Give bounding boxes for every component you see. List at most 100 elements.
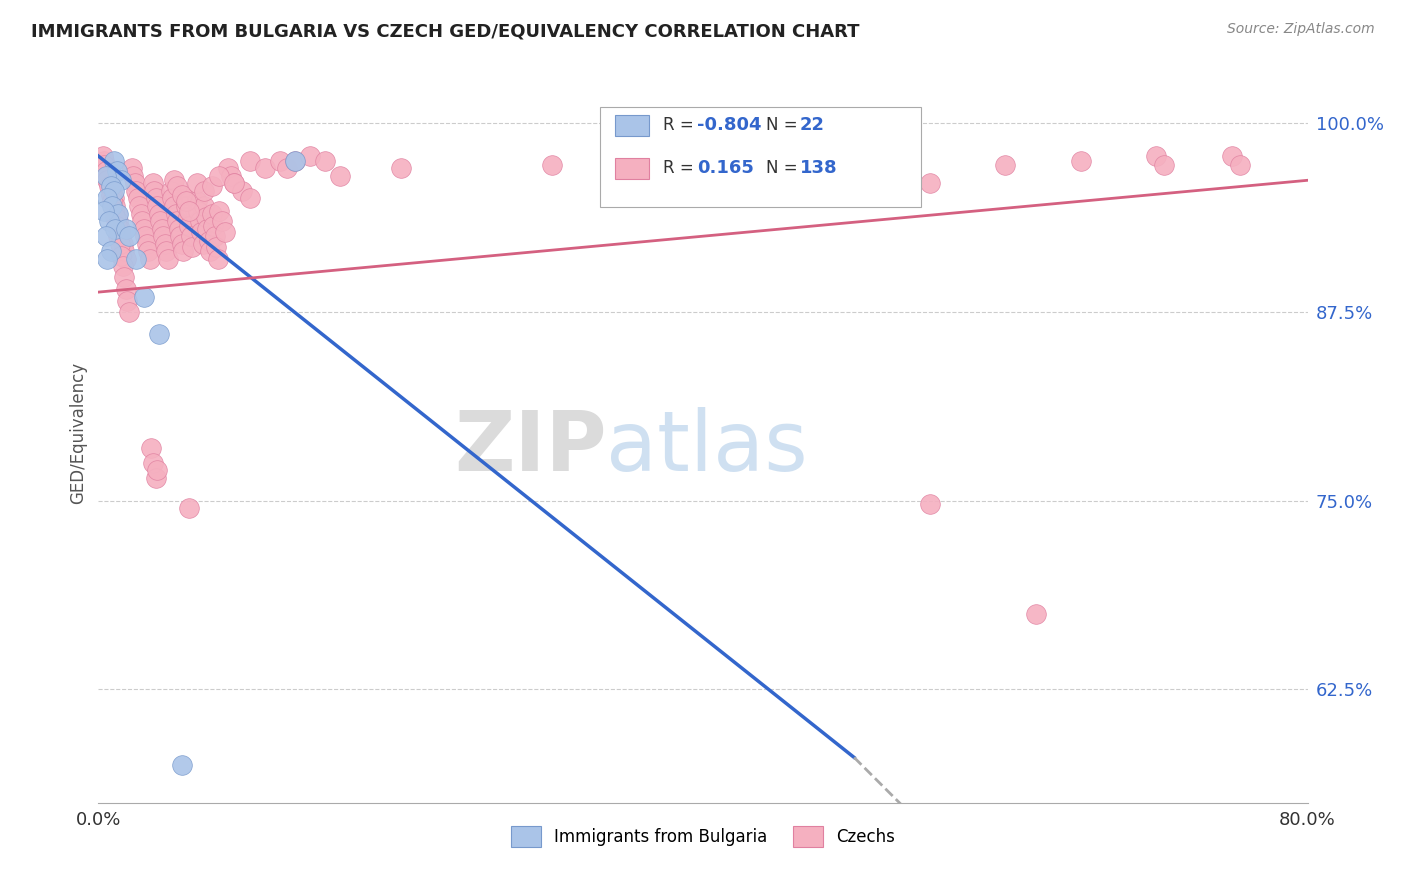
Point	[125, 252, 148, 266]
Text: 0.165: 0.165	[697, 160, 754, 178]
Point	[1146, 149, 1168, 163]
Point	[127, 191, 149, 205]
Point	[118, 229, 141, 244]
Point	[149, 214, 172, 228]
Point	[190, 225, 212, 239]
Text: 138: 138	[800, 160, 838, 178]
Point	[122, 169, 145, 183]
Point	[179, 219, 201, 233]
Point	[195, 221, 218, 235]
Point	[114, 221, 136, 235]
Point	[217, 161, 239, 176]
Point	[142, 177, 165, 191]
Point	[114, 252, 136, 266]
Text: IMMIGRANTS FROM BULGARIA VS CZECH GED/EQUIVALENCY CORRELATION CHART: IMMIGRANTS FROM BULGARIA VS CZECH GED/EQ…	[31, 22, 859, 40]
Point	[166, 179, 188, 194]
Point	[136, 244, 159, 259]
Point	[104, 199, 127, 213]
Point	[180, 229, 202, 244]
Point	[100, 179, 122, 194]
Point	[103, 184, 125, 198]
Point	[994, 158, 1017, 172]
Point	[124, 177, 146, 191]
Point	[329, 169, 352, 183]
Point	[231, 184, 253, 198]
Point	[201, 179, 224, 194]
Point	[193, 184, 215, 198]
Point	[101, 199, 124, 213]
Point	[103, 191, 125, 205]
Point	[191, 236, 214, 251]
Point	[166, 214, 188, 228]
Point	[94, 164, 117, 178]
Point	[1153, 158, 1175, 172]
Text: atlas: atlas	[606, 407, 808, 488]
Point	[91, 149, 114, 163]
Point	[174, 199, 197, 213]
Point	[214, 225, 236, 239]
Point	[187, 203, 209, 218]
Point	[107, 214, 129, 228]
Point	[284, 153, 307, 168]
Point	[148, 327, 170, 342]
Point	[96, 173, 118, 187]
Text: ZIP: ZIP	[454, 407, 606, 488]
Text: N =: N =	[766, 116, 803, 135]
Point	[1220, 149, 1243, 163]
Point	[284, 153, 307, 168]
Point	[125, 184, 148, 198]
Point	[107, 229, 129, 244]
Point	[207, 252, 229, 266]
Point	[208, 169, 231, 183]
Text: N =: N =	[766, 160, 803, 178]
Point	[128, 199, 150, 213]
Point	[110, 173, 132, 187]
Point	[239, 191, 262, 205]
Y-axis label: GED/Equivalency: GED/Equivalency	[69, 361, 87, 504]
Point	[93, 203, 115, 218]
Point	[100, 188, 122, 202]
Point	[299, 149, 322, 163]
Point	[100, 179, 122, 194]
Point	[112, 244, 135, 259]
Point	[129, 206, 152, 220]
Point	[96, 252, 118, 266]
Point	[540, 158, 562, 172]
Point	[142, 456, 165, 470]
Point	[118, 304, 141, 318]
Text: 22: 22	[800, 116, 825, 135]
Point	[172, 244, 194, 259]
Point	[139, 252, 162, 266]
Point	[200, 244, 222, 259]
Point	[276, 161, 298, 176]
Point	[105, 219, 128, 233]
Point	[112, 270, 135, 285]
Point	[208, 203, 231, 218]
Point	[170, 236, 193, 251]
Point	[141, 441, 163, 455]
Point	[150, 221, 173, 235]
Point	[111, 260, 134, 274]
Point	[1070, 153, 1092, 168]
Point	[146, 463, 169, 477]
Point	[94, 229, 117, 244]
Point	[98, 179, 121, 194]
Point	[96, 191, 118, 205]
Point	[186, 177, 208, 191]
Bar	[614, 158, 648, 178]
Point	[103, 203, 125, 218]
Point	[93, 153, 115, 168]
Point	[100, 244, 122, 259]
Point	[135, 236, 157, 251]
Point	[98, 214, 121, 228]
Point	[1024, 607, 1046, 621]
Point	[165, 206, 187, 220]
Point	[169, 229, 191, 244]
Point	[146, 199, 169, 213]
Point	[132, 221, 155, 235]
Point	[204, 229, 226, 244]
Point	[94, 161, 117, 176]
Point	[163, 173, 186, 187]
Point	[186, 194, 208, 209]
Point	[239, 153, 262, 168]
